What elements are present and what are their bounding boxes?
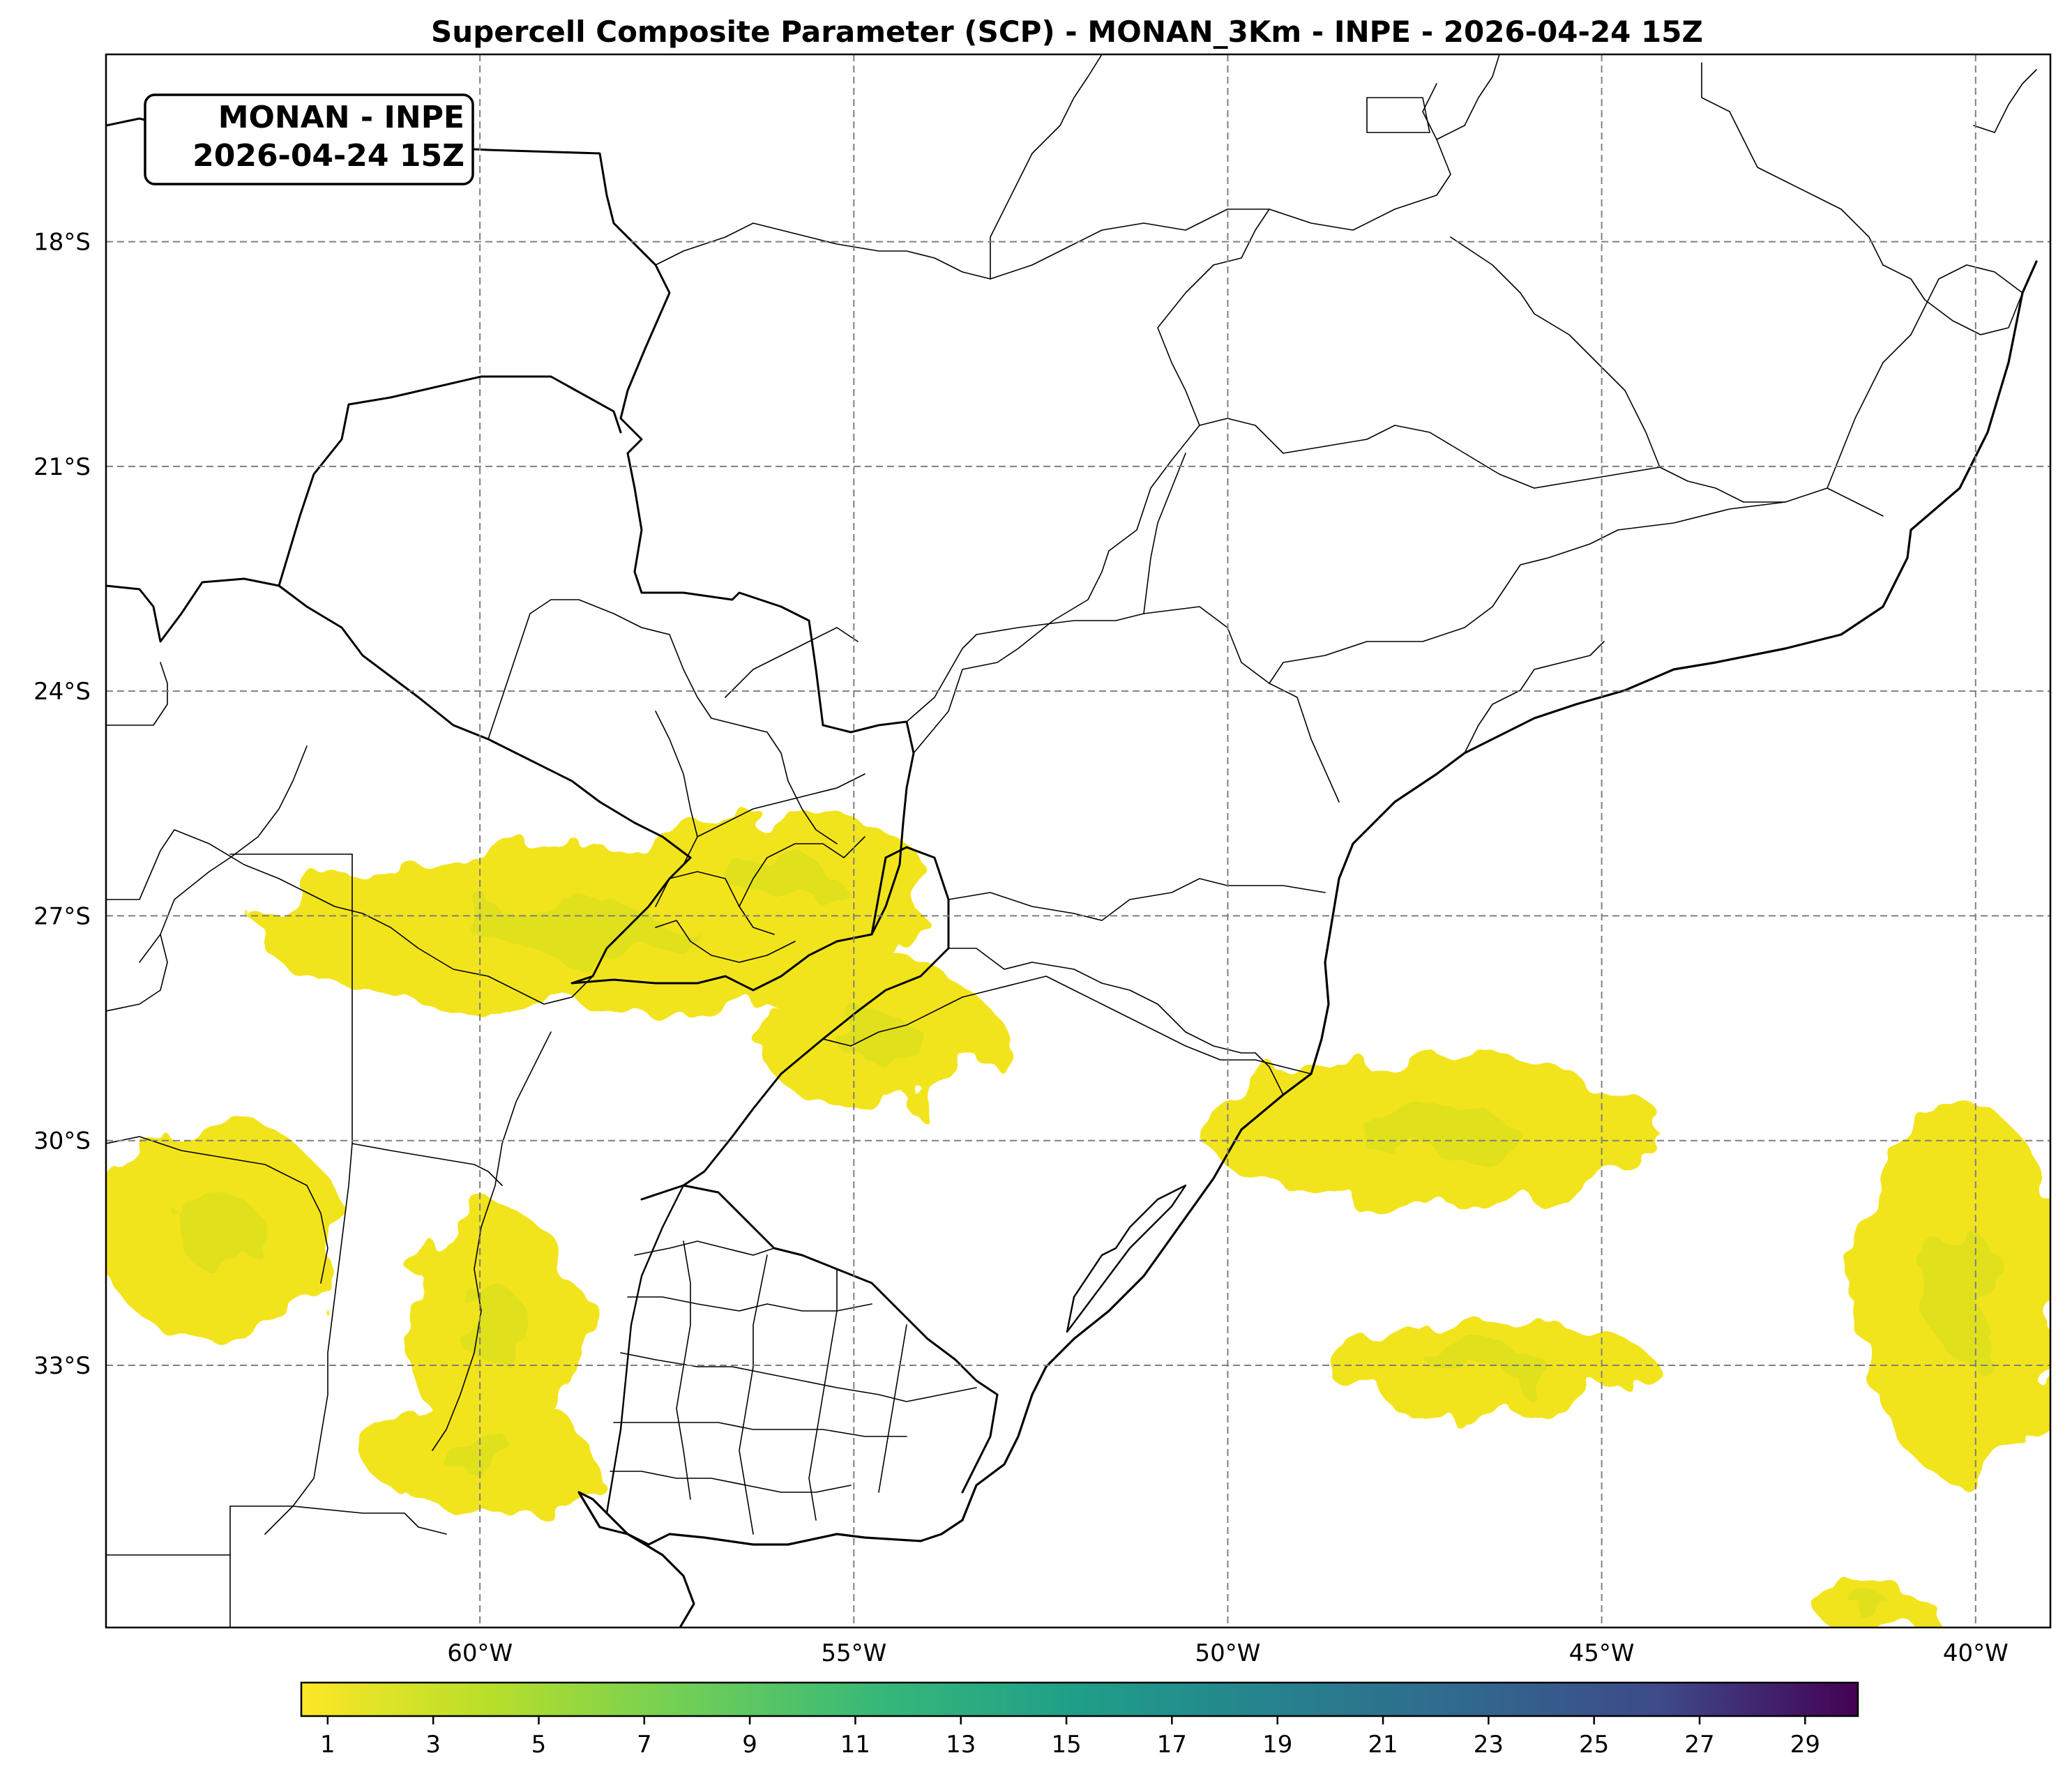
chart-title: Supercell Composite Parameter (SCP) - MO… <box>431 15 1703 49</box>
state-borders <box>106 54 2037 1628</box>
scp-area-ocean-east-core <box>1923 1224 1997 1356</box>
info-box-line2: 2026-04-24 15Z <box>192 138 464 174</box>
coastline <box>605 260 2038 1546</box>
colorbar-tick-label: 23 <box>1474 1731 1504 1759</box>
map-background <box>106 54 2050 1628</box>
border-paraguay-argentina <box>570 856 873 992</box>
scp-area-ocean-southeast-core <box>1857 1604 1900 1621</box>
info-box-line1: MONAN - INPE <box>218 100 464 135</box>
colorbar-tick-label: 3 <box>425 1731 441 1759</box>
map-panel <box>105 53 2052 1629</box>
colorbar-tick-label: 27 <box>1684 1731 1714 1759</box>
scp-area-misiones-core <box>727 854 832 902</box>
lagoa-dos-patos <box>1066 1184 1187 1333</box>
colorbar-tick-label: 11 <box>840 1731 870 1759</box>
border-bolivia-paraguay <box>106 577 692 859</box>
scp-area-ocean-south-core <box>1432 1349 1548 1381</box>
scp-area-rio-grande-do-sul-core <box>834 1009 918 1062</box>
gridlines <box>106 54 2050 1628</box>
lat-tick-label: 30°S <box>33 1128 91 1155</box>
lat-tick-label: 33°S <box>33 1352 91 1380</box>
coastline-rio-de-la-plata <box>577 1491 695 1628</box>
info-box-frame <box>144 93 474 185</box>
border-uruguay-brazil <box>640 1184 999 1494</box>
colorbar-tick-label: 5 <box>531 1731 547 1759</box>
map-frame <box>105 53 2052 1629</box>
colorbar-tick-label: 13 <box>946 1731 976 1759</box>
scp-shading-layer <box>106 811 2050 1628</box>
border-paraguay-north <box>278 375 622 587</box>
lat-tick-label: 24°S <box>33 678 91 706</box>
longitude-tick-labels: 60°W 55°W 50°W 45°W 40°W <box>447 1639 2009 1667</box>
colorbar-tick-label: 9 <box>742 1731 757 1759</box>
latitude-tick-labels: 18°S 21°S 24°S 27°S 30°S 33°S <box>33 229 91 1380</box>
colorbar-tick-label: 29 <box>1790 1731 1820 1759</box>
lon-tick-label: 55°W <box>821 1639 886 1667</box>
colorbar-ticks: 1 3 5 7 9 11 13 15 17 19 21 23 25 27 29 <box>320 1716 1820 1759</box>
colorbar-tick-label: 7 <box>637 1731 652 1759</box>
colorbar-tick-label: 15 <box>1051 1731 1081 1759</box>
lon-tick-label: 60°W <box>447 1639 513 1667</box>
colorbar-gradient <box>300 1681 1859 1717</box>
colorbar-tick-label: 17 <box>1157 1731 1187 1759</box>
scp-area-entre-rios-core <box>463 1286 527 1370</box>
river-uruguay <box>605 1184 685 1515</box>
border-argentina-brazil <box>682 846 950 1187</box>
lat-tick-label: 27°S <box>33 902 91 930</box>
scp-area-cordoba-core <box>176 1191 260 1270</box>
lat-tick-label: 18°S <box>33 229 91 257</box>
lon-tick-label: 50°W <box>1195 1639 1261 1667</box>
colorbar: 1 3 5 7 9 11 13 15 17 19 21 23 25 27 29 <box>300 1681 1859 1759</box>
colorbar-tick-label: 21 <box>1368 1731 1398 1759</box>
scp-area-ocean-south-brazil-core <box>1356 1107 1519 1160</box>
colorbar-tick-label: 1 <box>320 1731 335 1759</box>
info-box: MONAN - INPE 2026-04-24 15Z <box>144 93 474 185</box>
colorbar-tick-label: 19 <box>1262 1731 1292 1759</box>
lon-tick-label: 45°W <box>1569 1639 1635 1667</box>
colorbar-tick-label: 25 <box>1579 1731 1609 1759</box>
lat-tick-label: 21°S <box>33 453 91 481</box>
lon-tick-label: 40°W <box>1943 1639 2009 1667</box>
borders-layer <box>106 54 2038 1628</box>
